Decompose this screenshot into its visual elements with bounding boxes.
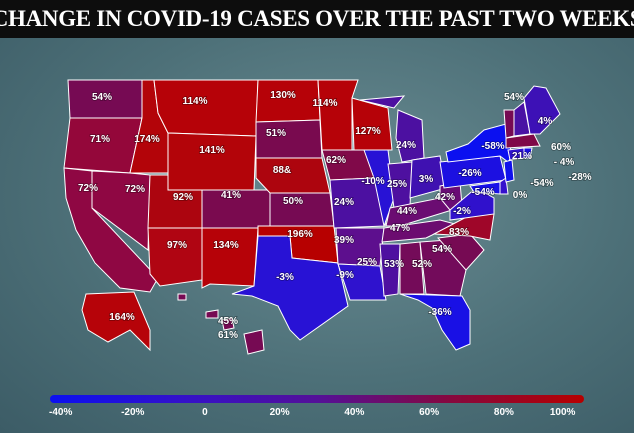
color-scale-bar: [50, 395, 584, 403]
state-label-ar: 39%: [334, 235, 354, 246]
legend-tick: -40%: [48, 407, 73, 418]
state-label-id: 174%: [134, 134, 160, 145]
state-or: [63, 117, 143, 174]
state-label-ri: -28%: [568, 172, 591, 183]
state-sd: [255, 119, 323, 159]
state-label-co: 41%: [221, 190, 241, 201]
color-scale-legend: -40% -20% 0 20% 40% 60% 80% 100%: [48, 393, 584, 433]
us-choropleth-map: 54% 71% 72% 174% 72% 114% 141% 92% 97% 41% 134% 130…: [63, 79, 593, 355]
state-tx: [231, 235, 349, 341]
state-ak: [81, 291, 151, 352]
state-label-or: 71%: [90, 134, 110, 145]
state-me: [523, 85, 561, 135]
state-label-in: 25%: [387, 179, 407, 190]
page-title: CHANGE IN COVID-19 CASES OVER THE PAST T…: [0, 0, 634, 38]
legend-tick: 100%: [549, 407, 576, 418]
state-label-wy: 141%: [199, 145, 225, 156]
state-label-wa: 54%: [92, 92, 112, 103]
legend-tick: -20%: [121, 407, 145, 418]
state-label-va: -2%: [453, 206, 471, 217]
state-label-nm: 134%: [213, 240, 239, 251]
state-label-mn: 114%: [312, 98, 337, 109]
state-label-ms: 25%: [357, 257, 377, 268]
state-nj: [503, 159, 515, 183]
state-al: [399, 241, 425, 295]
state-label-ma: 60%: [551, 142, 571, 153]
state-label-de: 0%: [513, 190, 528, 201]
state-label-ia: 62%: [326, 155, 346, 166]
state-wi: [351, 97, 393, 151]
state-label-il: -10%: [361, 176, 384, 187]
state-label-sc: 54%: [432, 244, 452, 255]
state-az: [147, 227, 203, 287]
state-nd: [255, 79, 321, 123]
state-label-wv: 42%: [435, 192, 455, 203]
state-label-az: 97%: [167, 240, 187, 251]
state-label-fl: -36%: [428, 307, 451, 318]
state-label-vt: 54%: [504, 92, 524, 103]
state-label-tn: 47%: [390, 223, 410, 234]
state-label-ak: 164%: [109, 312, 135, 323]
state-label-oh: 3%: [419, 174, 434, 185]
state-ky: [385, 197, 453, 227]
state-label-ga: 52%: [412, 259, 432, 270]
state-label-ks: 50%: [283, 196, 303, 207]
state-label-nj: -54%: [530, 178, 553, 189]
state-label-nv: 72%: [125, 184, 145, 195]
state-nm: [201, 227, 259, 289]
state-label-pa: -26%: [458, 168, 481, 179]
state-label-nd: 130%: [270, 90, 296, 101]
state-label-md: -54%: [471, 187, 494, 198]
legend-tick: 40%: [344, 407, 365, 418]
legend-tick: 80%: [493, 407, 514, 418]
state-label-la: -9%: [336, 270, 354, 281]
state-la: [337, 263, 387, 301]
legend-tick: 20%: [269, 407, 290, 418]
state-wy: [167, 132, 257, 191]
state-label-nc: 83%: [449, 227, 469, 238]
state-label-hi_b: 61%: [218, 330, 238, 341]
state-label-me: 4%: [538, 116, 553, 127]
state-label-nh: 21%: [512, 151, 532, 162]
state-label-ct: - 4%: [554, 157, 575, 168]
state-ms: [379, 243, 401, 297]
state-label-wi: 127%: [355, 126, 381, 137]
state-ma: [505, 133, 541, 149]
state-label-al: 53%: [384, 259, 404, 270]
state-label-tx: -3%: [276, 272, 294, 283]
state-label-ut: 92%: [173, 192, 193, 203]
state-label-mt: 114%: [182, 96, 207, 107]
legend-tick: 60%: [419, 407, 440, 418]
state-hi-islands: [177, 293, 265, 355]
state-label-ok: 196%: [287, 229, 313, 240]
legend-tick: 0: [202, 407, 208, 418]
state-label-ky: 44%: [397, 206, 417, 217]
state-vt: [503, 109, 515, 139]
state-label-ne: 88&: [273, 165, 291, 176]
state-ne: [255, 157, 331, 194]
state-label-mi: 24%: [396, 140, 416, 151]
state-mn: [317, 79, 359, 151]
state-label-sd: 51%: [266, 128, 286, 139]
state-ri: [523, 147, 533, 159]
state-label-mo: 24%: [334, 197, 354, 208]
state-label-ny: -58%: [481, 141, 504, 152]
state-label-hi_a: 45%: [218, 316, 238, 327]
state-va: [449, 187, 495, 221]
state-mt: [153, 79, 259, 137]
state-label-ca: 72%: [78, 183, 98, 194]
state-fl: [399, 293, 471, 351]
